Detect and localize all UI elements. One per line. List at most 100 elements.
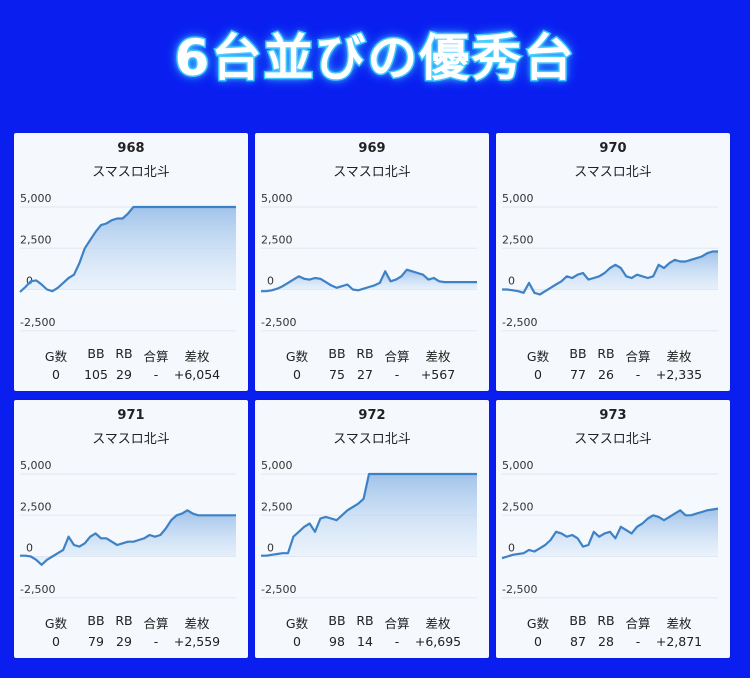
stats-value-bb: 105 (84, 367, 108, 382)
chart-plot: 5,000 2,500 0 -2,500 (501, 459, 719, 599)
series-line (19, 205, 236, 293)
machine-type: スマスロ北斗 (92, 165, 170, 180)
stats-value-samai: +2,335 (655, 367, 703, 382)
y-tick-label: 5,000 (261, 459, 293, 472)
series-area (20, 207, 236, 292)
stats-header: 合算 (143, 616, 169, 631)
stats-header: 合算 (625, 616, 651, 631)
stats-value-rb: 29 (116, 367, 132, 382)
stats-value-bb: 77 (570, 367, 586, 382)
machine-number: 972 (358, 408, 386, 423)
stats-value-gosan: - (153, 367, 159, 382)
chart-plot: 5,000 2,500 0 -2,500 (261, 192, 477, 332)
stats-header: RB (356, 346, 374, 361)
y-tick-label: 2,500 (261, 500, 293, 513)
stats-value-g: 0 (293, 367, 301, 382)
stats-value-rb: 26 (598, 367, 614, 382)
stats-value-bb: 87 (570, 634, 586, 649)
stats-value-bb: 98 (329, 634, 345, 649)
y-tick-label: 0 (26, 542, 33, 555)
stats-value-gosan: - (635, 634, 641, 649)
stats-value-samai: +2,559 (173, 634, 221, 649)
stats-header: 差枚 (184, 616, 210, 631)
y-tick-label: 5,000 (20, 192, 52, 205)
stats-header: RB (597, 346, 615, 361)
stats-header: RB (115, 613, 133, 628)
stats-header: G数 (44, 349, 68, 364)
chart-panel-973: 973 スマスロ北斗 5,000 2,500 0 -2,500 G数 BB RB 合算 差枚 0 87 2… (496, 400, 730, 658)
y-tick-label: 2,500 (20, 233, 52, 246)
stats-value-rb: 27 (357, 367, 373, 382)
stats-value-samai: +6,695 (414, 634, 462, 649)
stats-header: 合算 (384, 349, 410, 364)
y-tick-label: 0 (508, 542, 515, 555)
stats-value-samai: +6,054 (173, 367, 221, 382)
chart-plot: 5,000 2,500 0 -2,500 (19, 192, 236, 332)
machine-type: スマスロ北斗 (574, 165, 652, 180)
y-tick-label: 2,500 (502, 500, 534, 513)
stats-header: BB (328, 613, 346, 628)
stats-value-rb: 14 (357, 634, 373, 649)
stats-header: BB (87, 346, 105, 361)
stats-header: G数 (285, 616, 309, 631)
stats-header: 差枚 (666, 616, 692, 631)
stats-header: 差枚 (425, 349, 451, 364)
machine-number: 968 (117, 141, 145, 156)
series-line (501, 507, 719, 560)
y-tick-label: 2,500 (502, 233, 534, 246)
y-tick-label: 0 (26, 275, 33, 288)
stats-header: 差枚 (184, 349, 210, 364)
chart-panel-972: 972 スマスロ北斗 5,000 2,500 0 -2,500 G数 BB RB 合算 差枚 0 98 1… (255, 400, 489, 658)
machine-number: 970 (599, 141, 627, 156)
stats-header: RB (115, 346, 133, 361)
stats-header: BB (87, 613, 105, 628)
stats-value-samai: +2,871 (655, 634, 703, 649)
y-tick-label: 5,000 (20, 459, 52, 472)
y-tick-label: -2,500 (261, 316, 296, 329)
stats-value-gosan: - (394, 634, 400, 649)
stats-value-bb: 75 (329, 367, 345, 382)
series-line (261, 268, 477, 293)
stats-header: RB (356, 613, 374, 628)
chart-plot: 5,000 2,500 0 -2,500 (502, 192, 718, 332)
y-tick-label: 5,000 (502, 192, 534, 205)
y-tick-label: -2,500 (502, 316, 537, 329)
y-tick-label: 0 (267, 542, 274, 555)
stats-value-g: 0 (52, 634, 60, 649)
series-area (261, 474, 477, 557)
stats-value-bb: 79 (88, 634, 104, 649)
series-area (20, 510, 236, 565)
y-tick-label: 0 (267, 275, 274, 288)
stats-header: BB (328, 346, 346, 361)
stats-value-g: 0 (534, 367, 542, 382)
stats-value-g: 0 (293, 634, 301, 649)
chart-panel-971: 971 スマスロ北斗 5,000 2,500 0 -2,500 G数 BB RB 合算 差枚 0 79 2… (14, 400, 248, 658)
stats-value-g: 0 (52, 367, 60, 382)
y-tick-label: 0 (508, 275, 515, 288)
y-tick-label: -2,500 (20, 583, 55, 596)
stats-value-g: 0 (534, 634, 542, 649)
stats-header: 差枚 (425, 616, 451, 631)
machine-type: スマスロ北斗 (92, 432, 170, 447)
stats-header: G数 (44, 616, 68, 631)
stats-header: 差枚 (666, 349, 692, 364)
stats-value-samai: +567 (420, 367, 456, 382)
chart-plot: 5,000 2,500 0 -2,500 (261, 459, 477, 599)
chart-plot: 5,000 2,500 0 -2,500 (20, 459, 236, 599)
y-tick-label: 5,000 (261, 192, 293, 205)
chart-panel-968: 968 スマスロ北斗 5,000 2,500 0 -2,500 G数 BB RB 合算 差枚 0 105… (14, 133, 248, 391)
stats-header: BB (569, 346, 587, 361)
y-tick-label: 2,500 (261, 233, 293, 246)
series-area (502, 251, 718, 295)
series-line (261, 472, 477, 557)
machine-type: スマスロ北斗 (333, 432, 411, 447)
machine-number: 971 (117, 408, 145, 423)
series-line (20, 509, 236, 566)
y-tick-label: 2,500 (20, 500, 52, 513)
machine-number: 973 (599, 408, 627, 423)
stats-header: 合算 (143, 349, 169, 364)
stats-value-rb: 28 (598, 634, 614, 649)
machine-number: 969 (358, 141, 386, 156)
page-title: 6台並びの優秀台 (173, 28, 576, 89)
stats-header: BB (569, 613, 587, 628)
